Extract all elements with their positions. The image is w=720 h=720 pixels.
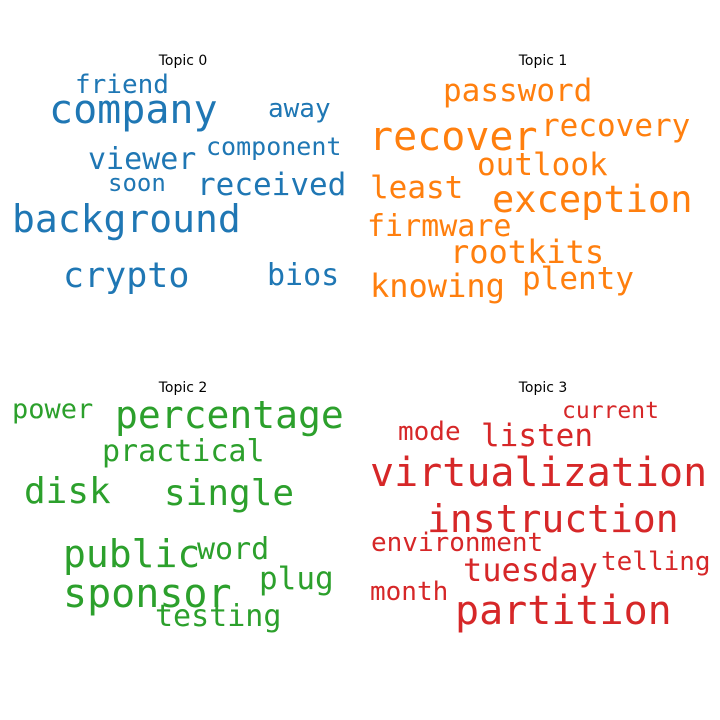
- word-2-practical: practical: [102, 434, 265, 469]
- word-0-background: background: [12, 197, 241, 241]
- panel-title-2: Topic 2: [158, 380, 208, 396]
- word-3-mode: mode: [398, 417, 461, 447]
- word-1-firmware: firmware: [367, 209, 512, 244]
- word-0-away: away: [268, 94, 331, 124]
- word-0-soon: soon: [108, 169, 166, 197]
- word-2-plug: plug: [259, 561, 334, 597]
- word-2-disk: disk: [24, 471, 111, 512]
- word-0-received: received: [197, 167, 347, 203]
- word-1-rootkits: rootkits: [450, 233, 605, 271]
- word-1-knowing: knowing: [370, 267, 505, 305]
- word-3-telling: telling: [601, 547, 711, 577]
- word-0-bios: bios: [267, 258, 340, 293]
- word-2-sponsor: sponsor: [63, 571, 232, 617]
- word-1-plenty: plenty: [522, 261, 634, 297]
- word-2-power: power: [12, 394, 94, 425]
- word-1-password: password: [443, 73, 593, 109]
- word-3-partition: partition: [455, 588, 672, 634]
- word-1-outlook: outlook: [477, 147, 608, 183]
- word-1-recover: recover: [369, 114, 538, 160]
- word-3-environment: environment: [371, 528, 544, 558]
- word-0-component: component: [206, 132, 342, 161]
- word-3-virtualization: virtualization: [370, 450, 708, 496]
- panel-title-3: Topic 3: [518, 380, 568, 396]
- word-2-percentage: percentage: [115, 393, 344, 437]
- word-1-least: least: [370, 170, 464, 206]
- panel-title-1: Topic 1: [518, 53, 568, 69]
- word-3-listen: listen: [481, 418, 593, 454]
- word-2-testing: testing: [155, 599, 282, 634]
- word-2-public: public: [63, 532, 201, 576]
- word-0-crypto: crypto: [63, 256, 190, 296]
- word-2-word: word: [197, 532, 270, 567]
- panel-title-0: Topic 0: [158, 53, 208, 69]
- word-1-recovery: recovery: [541, 108, 691, 144]
- word-3-tuesday: tuesday: [463, 551, 598, 589]
- word-1-exception: exception: [492, 178, 693, 221]
- word-0-friend: friend: [75, 70, 169, 100]
- word-3-current: current: [562, 398, 659, 424]
- word-3-month: month: [370, 577, 449, 607]
- word-0-viewer: viewer: [88, 142, 197, 177]
- word-0-company: company: [49, 87, 218, 133]
- word-2-single: single: [164, 473, 295, 514]
- word-3-instruction: instruction: [427, 497, 679, 541]
